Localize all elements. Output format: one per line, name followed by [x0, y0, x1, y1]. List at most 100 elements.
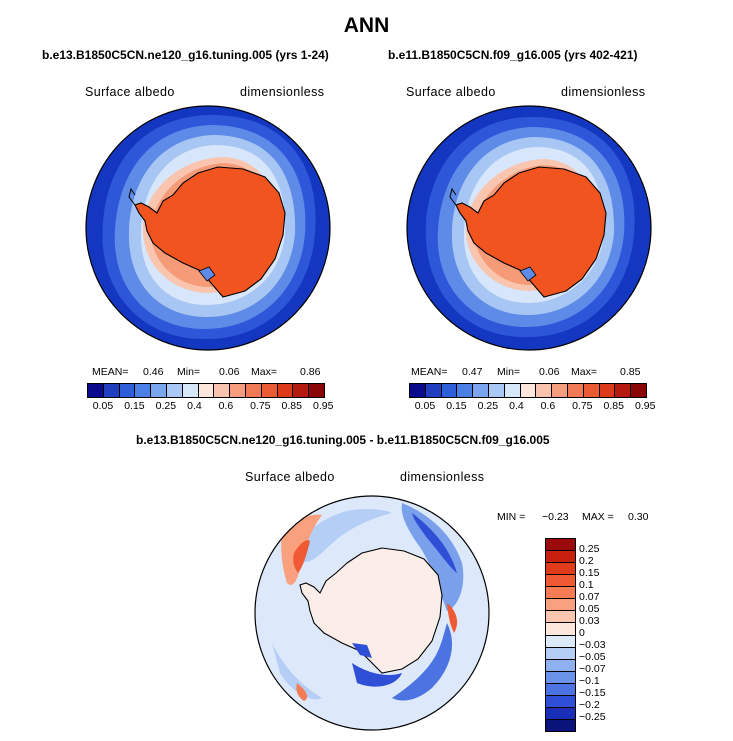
panel-left-min: 0.06 — [219, 366, 240, 378]
colorbar-swatch — [119, 384, 136, 397]
colorbar-swatch — [410, 384, 426, 397]
colorbar-tick-label: −0.2 — [579, 699, 600, 711]
colorbar-swatch — [536, 384, 553, 397]
colorbar-tick-label: −0.07 — [579, 663, 606, 675]
colorbar-tick-label: −0.25 — [579, 711, 606, 723]
colorbar-tick-label: 0.15 — [579, 567, 600, 579]
colorbar-swatch — [546, 623, 575, 636]
colorbar-swatch — [546, 707, 575, 720]
diff-variable: Surface albedo — [245, 470, 335, 484]
colorbar-swatch — [546, 551, 575, 564]
colorbar-tick-label: 0.1 — [579, 579, 594, 591]
colorbar-swatch — [546, 683, 575, 696]
colorbar-diff — [545, 538, 576, 732]
colorbar-swatch — [546, 539, 575, 552]
colorbar-swatch — [103, 384, 120, 397]
colorbar-tick-label: −0.03 — [579, 639, 606, 651]
colorbar-swatch — [277, 384, 294, 397]
colorbar-tick-label: 0.2 — [579, 555, 594, 567]
panel-left-max: 0.86 — [300, 366, 321, 378]
colorbar-swatch — [546, 587, 575, 600]
colorbar-left — [87, 383, 325, 398]
colorbar-tick-label: 0.4 — [509, 400, 524, 412]
colorbar-tick-label: 0.6 — [540, 400, 556, 412]
colorbar-tick-label: 0.03 — [579, 615, 600, 627]
panel-right-min-label: Min= — [497, 366, 521, 378]
panel-right-max-label: Max= — [571, 366, 597, 378]
colorbar-tick-label: 0.25 — [579, 543, 600, 555]
map-diff — [254, 495, 490, 731]
colorbar-tick-label: −0.15 — [579, 687, 606, 699]
panel-right-units: dimensionless — [561, 85, 646, 99]
colorbar-swatch — [552, 384, 568, 397]
colorbar-swatch — [151, 384, 167, 397]
colorbar-swatch — [488, 384, 505, 397]
diff-min-label: MIN = — [497, 511, 526, 523]
diff-min: −0.23 — [542, 511, 569, 523]
colorbar-swatch — [546, 647, 575, 660]
colorbar-tick-label: 0.6 — [218, 400, 234, 412]
panel-right-variable: Surface albedo — [406, 85, 496, 99]
colorbar-swatch — [615, 384, 632, 397]
colorbar-swatch — [245, 384, 262, 397]
colorbar-tick-label: 0.15 — [124, 400, 145, 412]
panel-left-case: b.e13.B1850C5CN.ne120_g16.tuning.005 (yr… — [42, 48, 329, 62]
panel-left-max-label: Max= — [251, 366, 277, 378]
colorbar-tick-label: 0.07 — [579, 591, 600, 603]
colorbar-swatch — [567, 384, 584, 397]
colorbar-tick-label: 0 — [579, 627, 585, 639]
diff-title: b.e13.B1850C5CN.ne120_g16.tuning.005 - b… — [136, 433, 550, 447]
panel-left-mean: 0.46 — [143, 366, 164, 378]
panel-left-mean-label: MEAN= — [92, 366, 129, 378]
panel-left-min-label: Min= — [177, 366, 201, 378]
colorbar-swatch — [457, 384, 474, 397]
map-right — [406, 105, 652, 351]
panel-right-max: 0.85 — [620, 366, 641, 378]
colorbar-swatch — [182, 384, 199, 397]
colorbar-swatch — [546, 635, 575, 648]
colorbar-tick-label: 0.25 — [477, 400, 499, 412]
figure-title: ANN — [343, 14, 390, 37]
colorbar-swatch — [473, 384, 489, 397]
colorbar-swatch — [166, 384, 183, 397]
map-left — [85, 105, 331, 351]
panel-left-variable: Surface albedo — [85, 85, 175, 99]
colorbar-swatch — [546, 719, 575, 731]
colorbar-swatch — [441, 384, 458, 397]
colorbar-swatch — [599, 384, 616, 397]
colorbar-swatch — [631, 384, 646, 397]
panel-right-min: 0.06 — [539, 366, 560, 378]
colorbar-tick-label: 0.85 — [281, 400, 302, 412]
colorbar-swatch — [261, 384, 278, 397]
colorbar-swatch — [546, 575, 575, 588]
colorbar-swatch — [230, 384, 246, 397]
colorbar-swatch — [546, 671, 575, 684]
colorbar-tick-label: 0.05 — [414, 400, 436, 412]
colorbar-tick-label: 0.05 — [579, 603, 600, 615]
colorbar-swatch — [546, 563, 575, 576]
colorbar-tick-label: 0.75 — [572, 400, 593, 412]
diff-max-label: MAX = — [582, 511, 614, 523]
diff-max: 0.30 — [628, 511, 649, 523]
colorbar-tick-label: 0.75 — [250, 400, 271, 412]
colorbar-tick-label: 0.25 — [155, 400, 177, 412]
diff-units: dimensionless — [400, 470, 485, 484]
colorbar-tick-label: −0.05 — [579, 651, 606, 663]
colorbar-swatch — [309, 384, 324, 397]
colorbar-swatch — [293, 384, 310, 397]
colorbar-swatch — [546, 695, 575, 708]
colorbar-tick-label: 0.05 — [92, 400, 114, 412]
colorbar-swatch — [198, 384, 215, 397]
colorbar-swatch — [135, 384, 152, 397]
colorbar-swatch — [546, 659, 575, 672]
panel-right-case: b.e11.B1850C5CN.f09_g16.005 (yrs 402-421… — [388, 48, 638, 62]
colorbar-tick-label: −0.1 — [579, 675, 600, 687]
colorbar-tick-label: 0.85 — [603, 400, 624, 412]
colorbar-swatch — [520, 384, 537, 397]
colorbar-swatch — [583, 384, 600, 397]
colorbar-tick-label: 0.15 — [446, 400, 467, 412]
colorbar-tick-label: 0.4 — [187, 400, 202, 412]
panel-right-mean: 0.47 — [462, 366, 483, 378]
colorbar-swatch — [425, 384, 442, 397]
panel-left-units: dimensionless — [240, 85, 325, 99]
